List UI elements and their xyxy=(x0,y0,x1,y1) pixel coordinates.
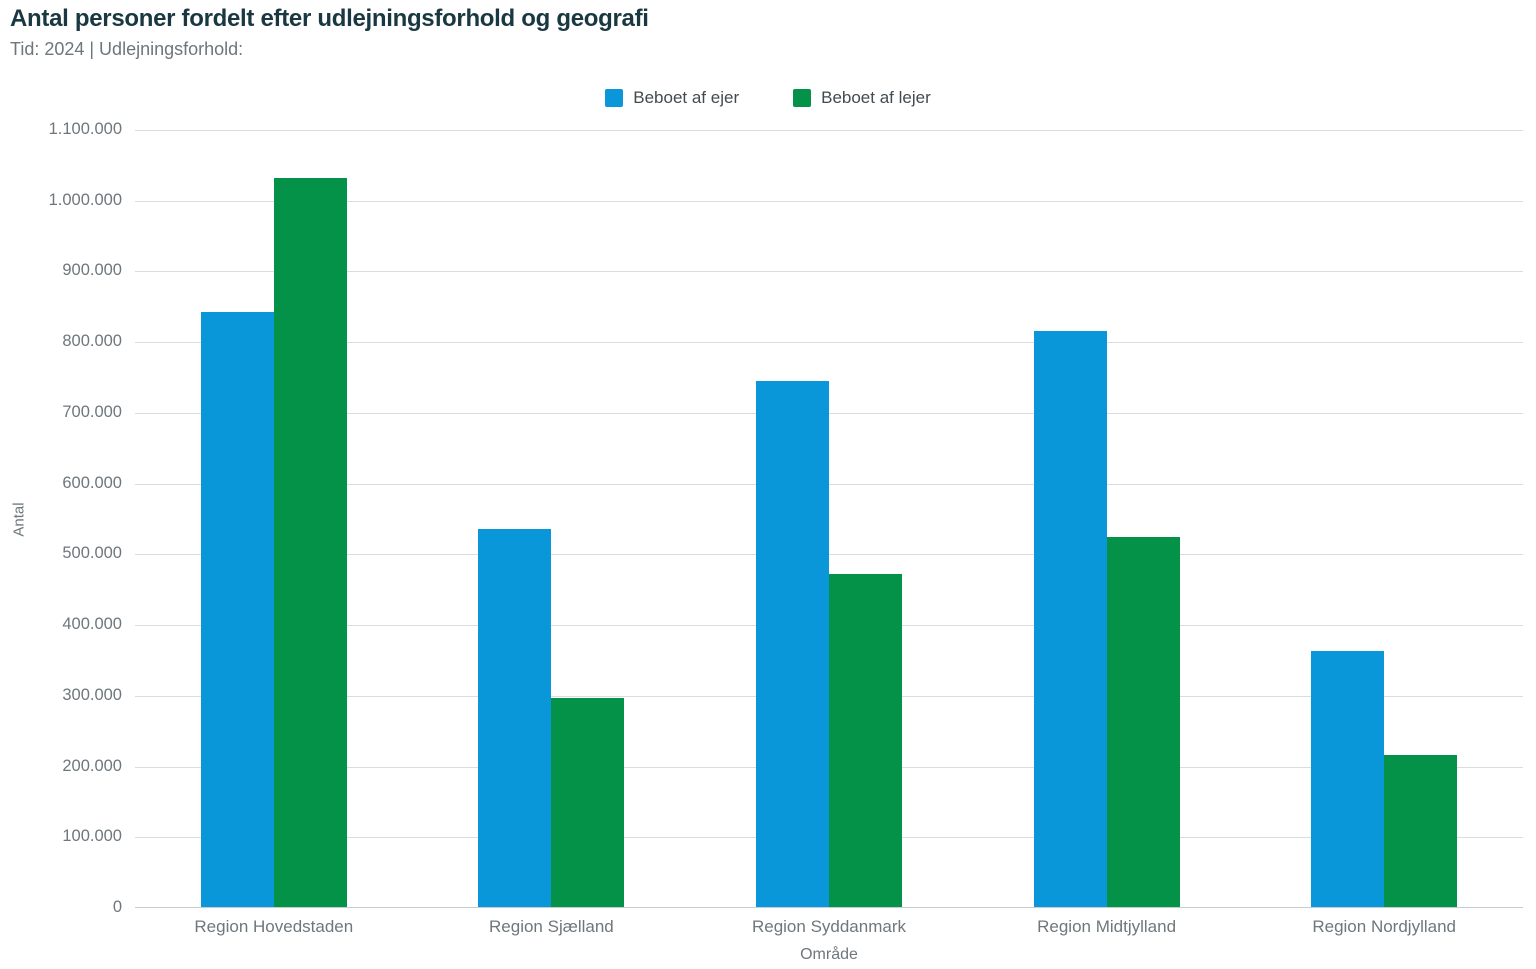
bar-beboet-af-lejer-region-sjælland[interactable] xyxy=(551,698,625,908)
y-tick-label: 800.000 xyxy=(62,332,122,351)
bar-beboet-af-lejer-region-hovedstaden[interactable] xyxy=(273,178,347,908)
x-tick-label-region-syddanmark: Region Syddanmark xyxy=(751,917,906,936)
gridline xyxy=(135,130,1523,131)
bar-group-region-sjælland xyxy=(413,130,691,908)
bar-beboet-af-ejer-region-nordjylland[interactable] xyxy=(1311,651,1385,908)
gridline xyxy=(135,342,1523,344)
legend-swatch-icon xyxy=(793,89,812,107)
bar-beboet-af-lejer-region-syddanmark[interactable] xyxy=(828,574,902,908)
bar-beboet-af-ejer-region-sjælland[interactable] xyxy=(478,529,552,908)
legend-swatch-icon xyxy=(605,89,624,107)
legend-item-beboet-af-ejer[interactable]: Beboet af ejer xyxy=(605,88,739,108)
y-tick-label: 0 xyxy=(112,898,122,916)
bar-beboet-af-ejer-region-hovedstaden[interactable] xyxy=(200,312,274,908)
gridline xyxy=(135,554,1523,556)
y-tick-label: 700.000 xyxy=(62,402,122,421)
legend-item-beboet-af-lejer[interactable]: Beboet af lejer xyxy=(793,88,931,108)
x-tick-label-region-hovedstaden: Region Hovedstaden xyxy=(194,917,354,936)
x-axis-labels: Region Hovedstaden Region Sjælland Region … xyxy=(135,917,1523,937)
legend-label: Beboet af ejer xyxy=(633,88,740,107)
bar-group-region-midtjylland xyxy=(968,130,1246,908)
x-tick-label-region-nordjylland: Region Nordjylland xyxy=(1312,917,1456,936)
y-tick-label: 300.000 xyxy=(62,685,122,704)
legend: Beboet af ejer Beboet af lejer xyxy=(0,88,1536,108)
legend-label: Beboet af lejer xyxy=(821,88,931,107)
y-tick-label: 600.000 xyxy=(62,473,122,492)
y-tick-label: 1.100.000 xyxy=(48,120,122,138)
x-tick-label-region-sjælland: Region Sjælland xyxy=(489,917,614,936)
bar-group-region-syddanmark xyxy=(690,130,968,908)
y-tick-label: 400.000 xyxy=(62,615,122,634)
x-tick-label-region-midtjylland: Region Midtjylland xyxy=(1037,917,1177,936)
bar-beboet-af-lejer-region-nordjylland[interactable] xyxy=(1384,755,1458,908)
bar-group-region-nordjylland xyxy=(1245,130,1523,908)
gridline xyxy=(135,200,1523,202)
y-tick-label: 1.000.000 xyxy=(48,190,122,209)
y-axis-ticks: 1.100.000 1.000.000 900.000 800.000 700.000 6… xyxy=(0,120,122,916)
chart-subtitle: Tid: 2024 | Udlejningsforhold: xyxy=(10,39,244,59)
bar-groups xyxy=(135,130,1523,908)
x-axis-title: Område xyxy=(800,946,858,963)
y-tick-label: 900.000 xyxy=(62,261,122,280)
gridline xyxy=(135,412,1523,414)
bar-beboet-af-ejer-region-midtjylland[interactable] xyxy=(1033,331,1107,908)
plot-area xyxy=(135,130,1523,908)
y-tick-label: 500.000 xyxy=(62,544,122,563)
bar-beboet-af-lejer-region-midtjylland[interactable] xyxy=(1106,537,1180,908)
chart-title: Antal personer fordelt efter udlejningsf… xyxy=(10,5,649,32)
gridline xyxy=(135,483,1523,485)
y-tick-label: 200.000 xyxy=(62,756,122,775)
bar-beboet-af-ejer-region-syddanmark[interactable] xyxy=(755,381,829,908)
y-tick-label: 100.000 xyxy=(62,827,122,846)
gridline xyxy=(135,271,1523,273)
bar-group-region-hovedstaden xyxy=(135,130,413,908)
x-axis-line xyxy=(135,907,1523,908)
